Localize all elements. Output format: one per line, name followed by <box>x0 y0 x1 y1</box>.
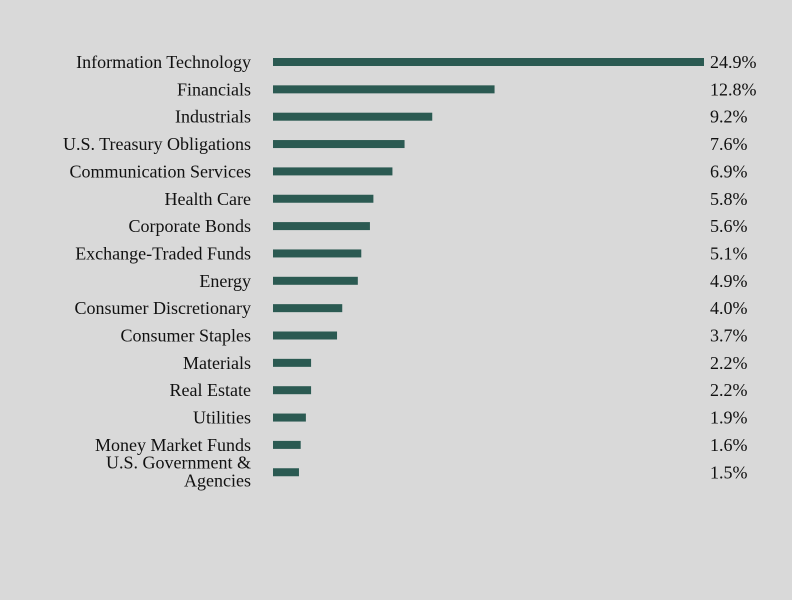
category-label-exchange-traded-funds: Exchange-Traded Funds <box>75 243 251 263</box>
category-label-utilities: Utilities <box>193 408 251 428</box>
bar-energy <box>273 276 358 285</box>
category-label-u-s-government-and-agencies: U.S. Government & Agencies <box>106 452 251 490</box>
value-label-consumer-discretionary: 4.0% <box>710 298 748 318</box>
category-label-consumer-staples: Consumer Staples <box>121 326 252 346</box>
category-label-corporate-bonds: Corporate Bonds <box>129 216 251 236</box>
value-label-health-care: 5.8% <box>710 189 748 209</box>
value-label-energy: 4.9% <box>710 271 748 291</box>
bar-u-s-treasury-obligations <box>273 140 405 149</box>
category-label-health-care: Health Care <box>165 189 251 209</box>
category-label-financials: Financials <box>177 79 251 99</box>
value-label-consumer-staples: 3.7% <box>710 326 748 346</box>
category-label-real-estate: Real Estate <box>170 380 251 400</box>
bar-financials <box>273 85 495 94</box>
category-label-consumer-discretionary: Consumer Discretionary <box>75 298 251 318</box>
bar-corporate-bonds <box>273 222 370 231</box>
bar-communication-services <box>273 167 393 176</box>
value-labels: 24.9% 12.8% 9.2% 7.6% 6.9% 5.8% 5.6% 5.1% 4.9% 4.… <box>710 52 757 482</box>
value-label-materials: 2.2% <box>710 353 748 373</box>
bar-money-market-funds <box>273 440 301 449</box>
value-label-real-estate: 2.2% <box>710 380 748 400</box>
bar-health-care <box>273 194 374 203</box>
category-label-information-technology: Information Technology <box>76 52 251 72</box>
category-label-industrials: Industrials <box>175 107 251 127</box>
bar-information-technology <box>273 58 704 66</box>
bar-exchange-traded-funds <box>273 249 362 258</box>
category-label-u-s-treasury-obligations: U.S. Treasury Obligations <box>63 134 251 154</box>
value-label-communication-services: 6.9% <box>710 161 748 181</box>
category-labels: Information Technology Financials Industri… <box>63 52 251 490</box>
bar-consumer-staples <box>273 331 338 340</box>
bar-utilities <box>273 413 306 422</box>
bars-group <box>273 58 704 477</box>
bar-u-s-government-and-agencies <box>273 468 299 477</box>
value-label-corporate-bonds: 5.6% <box>710 216 748 236</box>
value-label-exchange-traded-funds: 5.1% <box>710 243 748 263</box>
bar-materials <box>273 358 312 367</box>
bar-industrials <box>273 112 433 121</box>
category-label-communication-services: Communication Services <box>70 161 251 181</box>
value-label-utilities: 1.9% <box>710 408 748 428</box>
value-label-u-s-government-and-agencies: 1.5% <box>710 462 748 482</box>
value-label-u-s-treasury-obligations: 7.6% <box>710 134 748 154</box>
category-label-materials: Materials <box>183 353 251 373</box>
category-label-money-market-funds: Money Market Funds <box>95 435 251 455</box>
bar-real-estate <box>273 386 312 395</box>
bar-consumer-discretionary <box>273 304 343 313</box>
value-label-information-technology: 24.9% <box>710 52 757 72</box>
value-label-money-market-funds: 1.6% <box>710 435 748 455</box>
value-label-industrials: 9.2% <box>710 107 748 127</box>
value-label-financials: 12.8% <box>710 79 757 99</box>
category-label-energy: Energy <box>199 271 251 291</box>
